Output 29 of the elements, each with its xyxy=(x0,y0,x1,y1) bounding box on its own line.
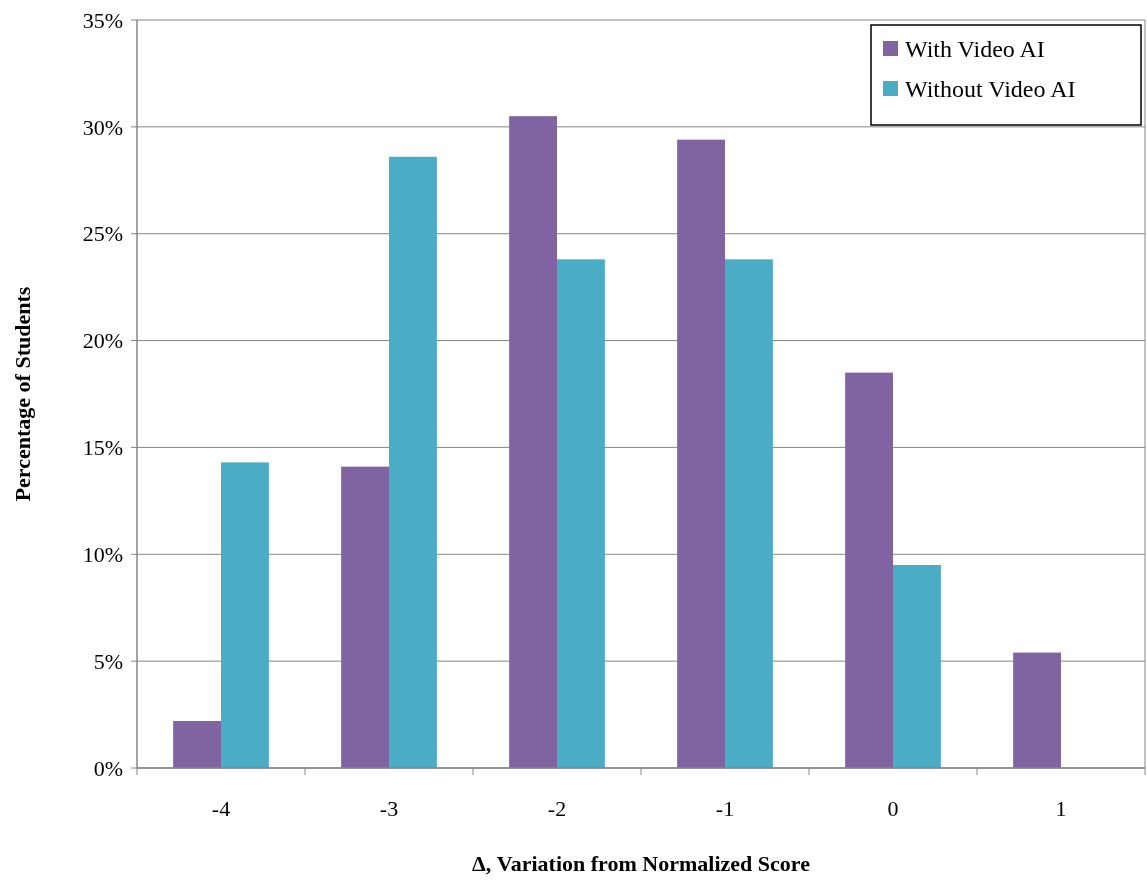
x-tick-label: -2 xyxy=(547,796,567,821)
bar xyxy=(173,720,221,768)
x-tick-label: 0 xyxy=(887,796,899,821)
x-axis-title: Δ, Variation from Normalized Score xyxy=(472,851,811,876)
y-tick-label: 0% xyxy=(93,755,123,781)
y-axis-title: Percentage of Students xyxy=(10,286,35,502)
y-tick-label: 15% xyxy=(82,435,123,461)
y-tick-label: 35% xyxy=(82,7,123,33)
y-tick-label: 20% xyxy=(82,328,123,354)
x-tick-label: 1 xyxy=(1055,796,1067,821)
y-tick-label: 10% xyxy=(82,541,123,567)
legend-label: With Video AI xyxy=(905,36,1045,63)
bar xyxy=(893,564,941,768)
bar xyxy=(389,156,437,768)
bar xyxy=(557,259,605,768)
x-tick-label: -1 xyxy=(715,796,735,821)
bar xyxy=(221,462,269,768)
y-tick-label: 30% xyxy=(82,114,123,140)
bar xyxy=(845,372,893,768)
y-tick-label: 25% xyxy=(82,221,123,247)
x-tick-label: -4 xyxy=(211,796,231,821)
bar xyxy=(725,259,773,768)
y-tick-label: 5% xyxy=(93,648,123,674)
legend-label: Without Video AI xyxy=(905,76,1076,103)
x-tick-label: -3 xyxy=(379,796,399,821)
bar xyxy=(1013,652,1061,768)
bar xyxy=(341,466,389,768)
bar xyxy=(677,139,725,768)
bar xyxy=(509,116,557,768)
